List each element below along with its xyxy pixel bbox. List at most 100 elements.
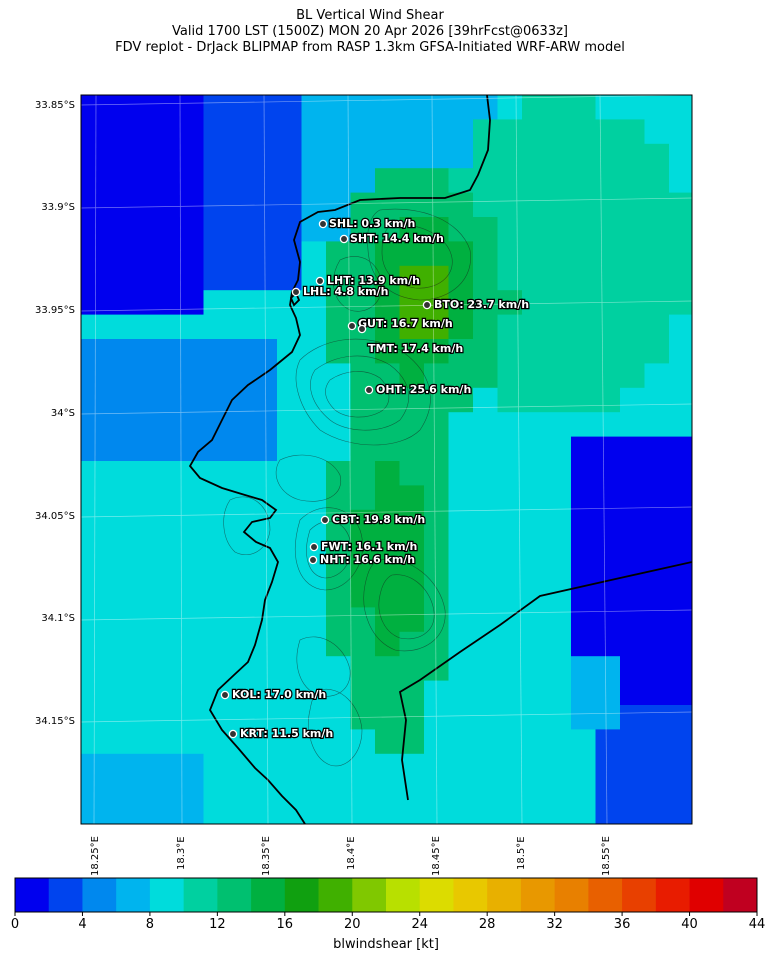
map-title-block: BL Vertical Wind Shear Valid 1700 LST (1… — [0, 8, 740, 56]
shear-cell — [620, 680, 646, 706]
shear-cell — [81, 534, 107, 560]
shear-cell — [522, 387, 548, 413]
shear-cell — [595, 363, 621, 389]
shear-cell — [277, 802, 303, 824]
shear-cell — [252, 705, 278, 730]
shear-cell — [669, 119, 692, 145]
shear-cell — [571, 607, 597, 633]
shear-cell — [81, 509, 107, 535]
shear-cell — [448, 265, 474, 291]
shear-cell — [252, 119, 278, 145]
shear-cell — [130, 387, 156, 413]
shear-cell — [301, 95, 327, 120]
shear-cell — [595, 192, 621, 218]
colorbar-swatch — [655, 878, 690, 912]
shear-cell — [179, 680, 205, 706]
shear-cell — [595, 583, 621, 608]
shear-cell — [179, 241, 205, 267]
shear-cell — [644, 729, 670, 755]
shear-cell — [375, 461, 401, 486]
shear-cell — [497, 656, 523, 682]
shear-cell — [105, 192, 131, 218]
shear-cell — [130, 143, 156, 169]
shear-cell — [81, 363, 107, 389]
shear-cell — [424, 461, 450, 486]
shear-cell — [277, 534, 303, 560]
shear-cell — [669, 168, 692, 194]
shear-cell — [154, 168, 180, 194]
shear-cell — [424, 705, 450, 730]
shear-cell — [203, 143, 229, 169]
shear-cell — [154, 558, 180, 584]
shear-cell — [105, 314, 131, 340]
shear-cell — [620, 485, 646, 511]
shear-cell — [644, 802, 670, 824]
shear-cell — [375, 265, 401, 291]
lon-label: 18.5°E — [516, 836, 527, 870]
station-marker — [308, 555, 318, 565]
shear-cell — [571, 314, 597, 340]
lon-label: 18.45°E — [431, 836, 442, 876]
station-marker — [320, 515, 330, 525]
shear-cell — [252, 387, 278, 413]
shear-cell — [154, 314, 180, 340]
colorbar-swatch — [318, 878, 353, 912]
shear-cell — [595, 729, 621, 755]
shear-cell — [473, 95, 499, 120]
shear-cell — [448, 314, 474, 340]
shear-cell — [399, 412, 425, 438]
shear-cell — [546, 656, 572, 682]
lat-label: 33.95°S — [35, 305, 75, 316]
shear-cell — [81, 558, 107, 584]
station-marker — [309, 542, 319, 552]
shear-cell — [595, 339, 621, 364]
shear-cell — [277, 436, 303, 462]
colorbar-tick-label: 0 — [10, 917, 20, 932]
shear-cell — [252, 95, 278, 120]
shear-cell — [179, 314, 205, 340]
shear-cell — [571, 534, 597, 560]
shear-cell — [326, 705, 352, 730]
shear-cell — [424, 534, 450, 560]
station-label: FWT: 16.1 km/h — [321, 540, 417, 553]
shear-cell — [424, 412, 450, 438]
shear-cell — [448, 485, 474, 511]
shear-cell — [81, 290, 107, 316]
shear-cell — [571, 217, 597, 242]
colorbar-tick-label: 12 — [209, 917, 226, 932]
shear-cell — [644, 217, 670, 242]
shear-cell — [522, 631, 548, 657]
shear-cell — [277, 680, 303, 706]
shear-cell — [301, 485, 327, 511]
shear-cell — [620, 168, 646, 194]
shear-cell — [154, 290, 180, 316]
shear-cell — [669, 143, 692, 169]
shear-cell — [326, 265, 352, 291]
lon-label: 18.35°E — [261, 836, 272, 876]
colorbar-swatch — [48, 878, 83, 912]
shear-cell — [595, 753, 621, 779]
shear-cell — [228, 631, 254, 657]
shear-cell — [203, 387, 229, 413]
shear-cell — [130, 753, 156, 779]
shear-cell — [571, 95, 597, 120]
shear-cell — [228, 583, 254, 608]
station-marker — [347, 321, 357, 331]
shear-cell — [203, 290, 229, 316]
shear-cell — [228, 217, 254, 242]
shear-cell — [571, 387, 597, 413]
shear-cell — [301, 656, 327, 682]
shear-cell — [130, 802, 156, 824]
shear-cell — [571, 436, 597, 462]
shear-cell — [669, 485, 692, 511]
shear-cell — [277, 387, 303, 413]
shear-cell — [203, 778, 229, 804]
shear-cell — [546, 461, 572, 486]
station-marker — [422, 300, 432, 310]
shear-cell — [595, 656, 621, 682]
shear-cell — [301, 778, 327, 804]
shear-cell — [522, 802, 548, 824]
shear-cell — [350, 729, 376, 755]
station-label: BTO: 23.7 km/h — [434, 298, 529, 311]
shear-cell — [620, 583, 646, 608]
